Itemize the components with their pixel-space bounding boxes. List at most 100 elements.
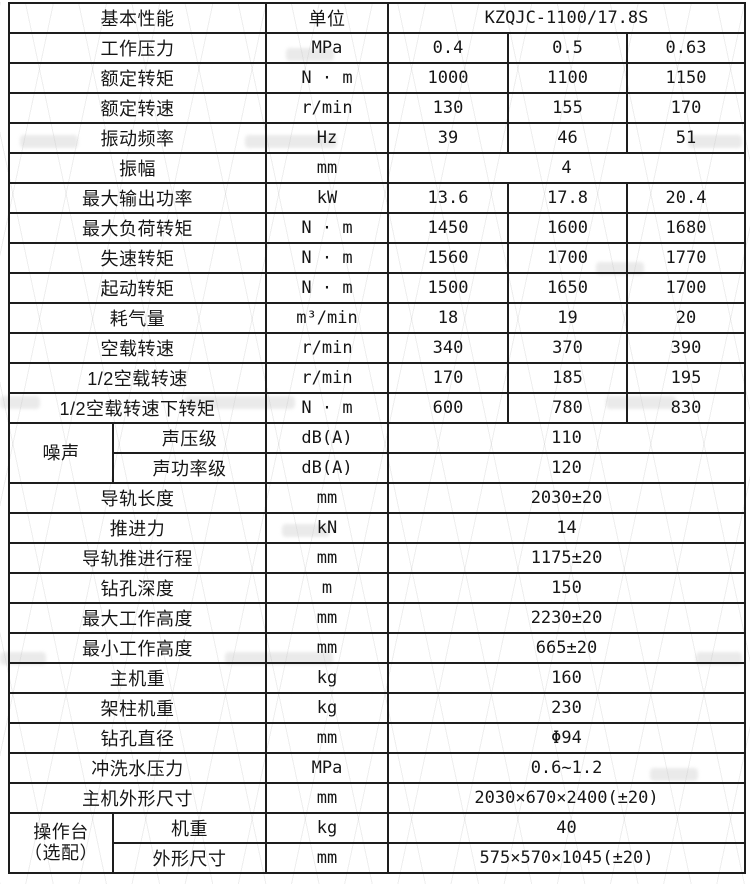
row-value: 830 bbox=[625, 392, 747, 424]
row-value: 39 bbox=[387, 122, 509, 154]
console-group-label: 操作台 （选配） bbox=[8, 812, 114, 874]
row-label: 失速转矩 bbox=[8, 242, 267, 274]
row-air-consumption: 耗气量 m³/min 18 19 20 bbox=[8, 302, 747, 334]
row-value: 185 bbox=[507, 362, 628, 394]
row-label: 声功率级 bbox=[112, 452, 267, 484]
spec-table: 基本性能 单位 KZQJC-1100/17.8S 工作压力 MPa 0.4 0.… bbox=[8, 2, 747, 874]
row-value: 170 bbox=[387, 362, 509, 394]
row-label: 钻孔直径 bbox=[8, 722, 267, 754]
row-unit: MPa bbox=[265, 752, 389, 784]
row-value: Φ94 bbox=[386, 722, 747, 754]
row-label: 振幅 bbox=[8, 152, 267, 184]
row-value: 120 bbox=[386, 452, 747, 484]
row-value: 20 bbox=[625, 302, 747, 334]
row-unit: N · m bbox=[265, 272, 389, 304]
row-max-load-torque: 最大负荷转矩 N · m 1450 1600 1680 bbox=[8, 212, 747, 244]
row-value: 130 bbox=[387, 92, 509, 124]
row-unit: mm bbox=[265, 722, 389, 754]
header-model: KZQJC-1100/17.8S bbox=[386, 2, 747, 34]
row-label: 机重 bbox=[112, 812, 267, 844]
row-unit: m bbox=[265, 572, 389, 604]
row-value: 110 bbox=[386, 422, 747, 454]
row-value: 14 bbox=[386, 512, 747, 544]
row-unit: kg bbox=[265, 692, 389, 724]
row-label: 最大负荷转矩 bbox=[8, 212, 267, 244]
row-working-pressure: 工作压力 MPa 0.4 0.5 0.63 bbox=[8, 32, 747, 64]
row-value: 2030×670×2400(±20) bbox=[386, 782, 747, 814]
row-unit: N · m bbox=[265, 242, 389, 274]
row-value: 340 bbox=[387, 332, 509, 364]
row-unit: kg bbox=[265, 662, 389, 694]
row-value: 2230±20 bbox=[386, 602, 747, 634]
row-min-working-height: 最小工作高度 mm 665±20 bbox=[8, 632, 747, 664]
row-rail-feed-stroke: 导轨推进行程 mm 1175±20 bbox=[8, 542, 747, 574]
row-label: 空载转速 bbox=[8, 332, 267, 364]
row-label: 额定转速 bbox=[8, 92, 267, 124]
row-unit: N · m bbox=[265, 62, 389, 94]
row-label: 推进力 bbox=[8, 512, 267, 544]
row-label: 主机外形尺寸 bbox=[8, 782, 267, 814]
row-label: 架柱机重 bbox=[8, 692, 267, 724]
row-value: 18 bbox=[387, 302, 509, 334]
row-main-machine-weight: 主机重 kg 160 bbox=[8, 662, 747, 694]
row-label: 最小工作高度 bbox=[8, 632, 267, 664]
row-unit: mm bbox=[265, 602, 389, 634]
row-value: 4 bbox=[386, 152, 747, 184]
row-unit: mm bbox=[265, 782, 389, 814]
row-value: 170 bbox=[625, 92, 747, 124]
row-value: 600 bbox=[387, 392, 509, 424]
row-value: 160 bbox=[386, 662, 747, 694]
row-label: 耗气量 bbox=[8, 302, 267, 334]
row-label: 工作压力 bbox=[8, 32, 267, 64]
row-value: 780 bbox=[507, 392, 628, 424]
row-value: 51 bbox=[625, 122, 747, 154]
row-value: 20.4 bbox=[625, 182, 747, 214]
row-value: 195 bbox=[625, 362, 747, 394]
row-label: 声压级 bbox=[112, 422, 267, 454]
row-header: 基本性能 单位 KZQJC-1100/17.8S bbox=[8, 2, 747, 34]
row-unit: kW bbox=[265, 182, 389, 214]
console-group-label-line1: 操作台 bbox=[33, 822, 89, 843]
row-value: 1770 bbox=[625, 242, 747, 274]
row-unit: dB(A) bbox=[265, 452, 389, 484]
row-value: 0.5 bbox=[507, 32, 628, 64]
row-label: 额定转矩 bbox=[8, 62, 267, 94]
row-thrust: 推进力 kN 14 bbox=[8, 512, 747, 544]
row-unit: Hz bbox=[265, 122, 389, 154]
row-value: 1500 bbox=[387, 272, 509, 304]
row-value: 0.63 bbox=[625, 32, 747, 64]
row-stall-torque: 失速转矩 N · m 1560 1700 1770 bbox=[8, 242, 747, 274]
row-value: 19 bbox=[507, 302, 628, 334]
row-unit: mm bbox=[265, 632, 389, 664]
row-drilling-depth: 钻孔深度 m 150 bbox=[8, 572, 747, 604]
row-unit: r/min bbox=[265, 332, 389, 364]
row-value: 155 bbox=[507, 92, 628, 124]
row-value: 40 bbox=[386, 812, 747, 844]
row-value: 0.4 bbox=[387, 32, 509, 64]
row-rated-speed: 额定转速 r/min 130 155 170 bbox=[8, 92, 747, 124]
row-unit: mm bbox=[265, 842, 389, 874]
console-group-label-line2: （选配） bbox=[24, 843, 98, 863]
row-value: 1150 bbox=[625, 62, 747, 94]
row-value: 1000 bbox=[387, 62, 509, 94]
row-unit: mm bbox=[265, 482, 389, 514]
row-value: 17.8 bbox=[507, 182, 628, 214]
row-value: 370 bbox=[507, 332, 628, 364]
row-unit: r/min bbox=[265, 362, 389, 394]
row-unit: r/min bbox=[265, 92, 389, 124]
row-amplitude: 振幅 mm 4 bbox=[8, 152, 747, 184]
header-unit: 单位 bbox=[265, 2, 389, 34]
row-drilling-diameter: 钻孔直径 mm Φ94 bbox=[8, 722, 747, 754]
row-value: 575×570×1045(±20) bbox=[386, 842, 747, 874]
row-main-machine-dimensions: 主机外形尺寸 mm 2030×670×2400(±20) bbox=[8, 782, 747, 814]
row-value: 1175±20 bbox=[386, 542, 747, 574]
row-half-no-load-torque: 1/2空载转速下转矩 N · m 600 780 830 bbox=[8, 392, 747, 424]
row-value: 0.6~1.2 bbox=[386, 752, 747, 784]
row-unit: MPa bbox=[265, 32, 389, 64]
row-console-dimensions: 外形尺寸 mm 575×570×1045(±20) bbox=[9, 842, 747, 874]
row-label: 外形尺寸 bbox=[112, 842, 267, 874]
noise-group-label: 噪声 bbox=[8, 422, 114, 484]
row-max-output-power: 最大输出功率 kW 13.6 17.8 20.4 bbox=[8, 182, 747, 214]
row-unit: mm bbox=[265, 152, 389, 184]
